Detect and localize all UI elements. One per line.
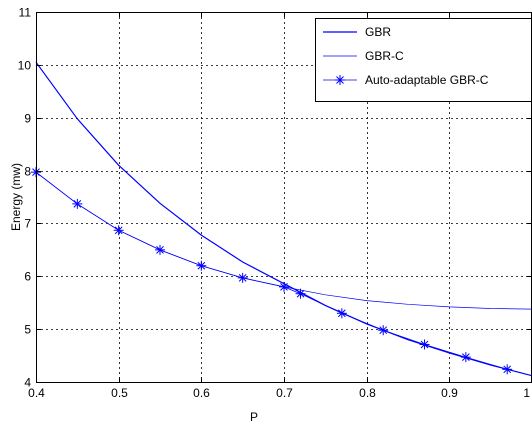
data-point-marker <box>336 308 347 319</box>
y-tick-label: 6 <box>24 270 31 284</box>
y-tick-label: 5 <box>24 323 31 337</box>
data-point-marker <box>196 260 207 271</box>
legend-items: GBR GBR-C Auto-adaptable GBR-C <box>323 25 489 87</box>
data-point-marker <box>460 352 471 363</box>
data-point-marker <box>295 288 306 299</box>
x-tick-label: 0.7 <box>276 386 293 400</box>
data-point-marker <box>155 244 165 255</box>
legend-label: Auto-adaptable GBR-C <box>365 73 489 87</box>
legend-item: GBR <box>323 25 391 39</box>
x-tick-label: 0.4 <box>28 386 45 400</box>
legend-marker <box>335 75 345 85</box>
data-point-marker <box>279 281 289 292</box>
legend-box <box>315 18 532 102</box>
x-tick-label: 0.6 <box>193 386 210 400</box>
x-tick-label: 0.5 <box>111 386 128 400</box>
tick-labels: 0.4 0.5 0.6 0.7 0.8 0.9 1 4 5 6 7 8 9 10 11 <box>18 6 531 401</box>
legend-label: GBR <box>365 25 391 39</box>
data-point-marker <box>72 198 83 209</box>
data-point-marker <box>378 325 389 336</box>
legend-item: Auto-adaptable GBR-C <box>323 73 489 87</box>
x-tick-label: 1 <box>523 386 530 400</box>
axis-ticks <box>36 12 532 383</box>
y-tick-label: 8 <box>24 165 31 179</box>
data-point-marker <box>237 272 248 283</box>
legend-label: GBR-C <box>365 49 404 63</box>
legend-item: GBR-C <box>323 49 404 63</box>
x-axis-label: P <box>250 410 258 424</box>
data-point-marker <box>502 364 513 375</box>
x-tick-label: 0.9 <box>441 386 458 400</box>
y-tick-label: 10 <box>18 59 32 73</box>
data-point-marker <box>419 339 430 350</box>
y-tick-label: 4 <box>24 376 31 390</box>
legend: GBR GBR-C Auto-adaptable GBR-C <box>315 18 532 102</box>
x-tick-label: 0.8 <box>359 386 376 400</box>
data-point-marker <box>113 225 124 236</box>
y-tick-label: 11 <box>19 6 32 20</box>
y-tick-label: 9 <box>24 112 31 126</box>
y-axis-label: Energy (mw) <box>9 163 23 231</box>
y-tick-label: 7 <box>24 217 31 231</box>
